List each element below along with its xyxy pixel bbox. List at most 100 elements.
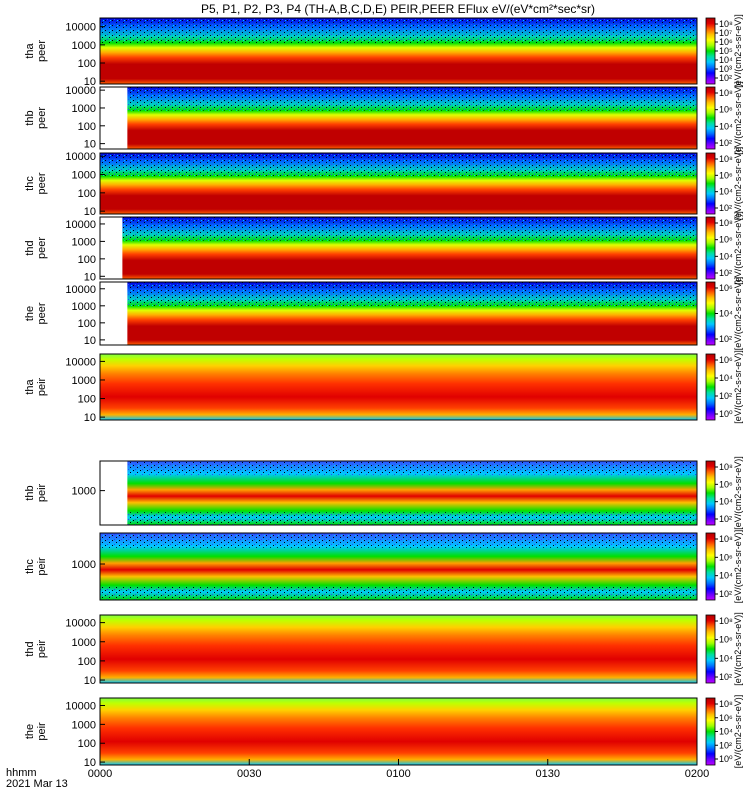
ytick-label: 100 <box>78 188 96 200</box>
colorbar <box>705 353 716 421</box>
cbar-tick-label: 10⁴ <box>719 187 733 197</box>
ytick-label: 100 <box>78 656 96 668</box>
cbar-unit-label: [eV/(cm2-s-sr-eV)] <box>733 350 743 424</box>
cbar-tick-label: 10⁴ <box>719 309 733 319</box>
cbar-tick-label: 10⁶ <box>719 37 733 47</box>
ytick-label: 1000 <box>72 236 96 248</box>
panel-frame <box>99 353 698 421</box>
cbar-tick-label: 10⁶ <box>719 355 733 365</box>
colorbar <box>705 152 716 215</box>
cbar-tick-label: 10² <box>719 589 732 599</box>
panel-frame <box>99 216 698 280</box>
ylabel-line2: peir <box>36 722 48 741</box>
cbar-tick-label: 10⁴ <box>719 727 733 737</box>
cbar-tick-label: 10⁶ <box>719 635 733 645</box>
noise-speckle <box>100 18 697 44</box>
cbar-tick-label: 10² <box>719 268 732 278</box>
xtick-label: 0030 <box>237 768 261 780</box>
ytick-label: 1000 <box>72 170 96 182</box>
ytick-label: 10 <box>84 139 96 151</box>
ytick-label: 1000 <box>72 375 96 387</box>
cbar-unit-label: [eV/(cm2-s-sr-eV)] <box>733 211 743 285</box>
ytick-label: 10 <box>84 271 96 283</box>
ytick-label: 100 <box>78 394 96 406</box>
ylabel-line2: peer <box>36 237 48 259</box>
cbar-unit-label: [eV/(cm2-s-sr-eV)] <box>733 530 743 604</box>
spectrogram-band <box>100 354 697 420</box>
colorbar <box>705 460 716 526</box>
figure-title: P5, P1, P2, P3, P4 (TH-A,B,C,D,E) PEIR,P… <box>201 2 595 16</box>
cbar-unit-label: [eV/(cm2-s-sr-eV)] <box>733 81 743 155</box>
cbar-tick-label: 10⁸ <box>719 88 733 98</box>
cbar-tick-label: 10⁶ <box>719 170 733 180</box>
panel-frame <box>99 532 698 601</box>
xtick-label: 0130 <box>536 768 560 780</box>
ytick-label: 1000 <box>72 486 96 498</box>
ylabel-line1: thb <box>24 485 36 500</box>
panel-thb-peir: 1000 thb peir 10⁸ 10⁶ 10⁴ 10² [eV/(cm2-s-sr-eV)… <box>24 456 743 530</box>
ylabel-line2: peir <box>36 557 48 576</box>
time-axis-label-line2: 2021 Mar 13 <box>6 778 68 790</box>
cbar-tick-label: 10⁰ <box>719 409 733 419</box>
cbar-tick-label: 10⁴ <box>719 121 733 131</box>
ytick-label: 10 <box>84 76 96 88</box>
colorbar <box>705 614 716 684</box>
cbar-tick-label: 10² <box>719 203 732 213</box>
cbar-tick-label: 10⁸ <box>719 534 733 544</box>
ytick-label: 1000 <box>72 719 96 731</box>
panel-thb-peer: 10000 1000 100 10 thb peer 10⁸ 10⁶ 10⁴ 10² [eV/(cm… <box>24 81 743 155</box>
noise-speckle <box>100 533 697 548</box>
ytick-label: 100 <box>78 254 96 266</box>
cbar-unit-label: [eV/(cm2-s-sr-eV)] <box>733 14 743 88</box>
ytick-label: 10000 <box>65 284 96 296</box>
panel-thc-peer: 10000 1000 100 10 thc peer 10⁸ 10⁶ 10⁴ 10² [eV/(cm… <box>24 147 743 221</box>
noise-speckle-low <box>127 512 698 525</box>
ytick-label: 100 <box>78 738 96 750</box>
panel-the-peer: 10000 1000 100 10 the peer 10⁶ 10⁴ 10² [eV/(cm2-s… <box>24 277 743 351</box>
ytick-label: 10 <box>84 757 96 769</box>
ytick-label: 10 <box>84 412 96 424</box>
ylabel-line1: thc <box>24 559 36 574</box>
ytick-label: 10000 <box>65 219 96 231</box>
panel-thd-peer: 10000 1000 100 10 thd peer 10⁸ 10⁶ 10⁴ 10² [eV/(cm… <box>24 211 743 285</box>
ylabel-line1: thc <box>24 176 36 191</box>
cbar-unit-label: [eV/(cm2-s-sr-eV)] <box>733 612 743 686</box>
ylabel-line2: peer <box>36 172 48 194</box>
panel-tha-peer: 10000 1000 100 10 tha peer 10⁸10⁷10⁶10⁵10⁴10³1… <box>24 14 743 88</box>
panel-thc-peir: 1000 thc peir 10⁸ 10⁶ 10⁴ 10² [eV/(cm2-s-sr-eV)… <box>24 530 743 604</box>
noise-speckle <box>122 217 697 241</box>
panel-frame <box>99 281 698 346</box>
ytick-label: 10000 <box>65 701 96 713</box>
ytick-label: 10 <box>84 206 96 218</box>
ytick-label: 1000 <box>72 103 96 115</box>
ylabel-line2: peir <box>36 483 48 502</box>
ylabel-line2: peer <box>36 107 48 129</box>
cbar-tick-label: 10⁸ <box>719 699 733 709</box>
cbar-tick-label: 10⁶ <box>719 235 733 245</box>
cbar-tick-label: 10² <box>719 334 732 344</box>
cbar-unit-label: [eV/(cm2-s-sr-eV)] <box>733 147 743 221</box>
panel-frame <box>99 86 698 150</box>
ytick-label: 1000 <box>72 559 96 571</box>
cbar-tick-label: 10² <box>719 514 732 524</box>
panel-frame <box>99 614 698 684</box>
cbar-tick-label: 10⁸ <box>719 616 733 626</box>
panel-frame <box>99 152 698 215</box>
cbar-tick-label: 10⁸ <box>719 462 733 472</box>
colorbar <box>705 86 716 150</box>
cbar-tick-label: 10⁴ <box>719 373 733 383</box>
cbar-unit-label: [eV/(cm2-s-sr-eV)] <box>733 695 743 769</box>
cbar-tick-label: 10⁴ <box>719 251 733 261</box>
ytick-label: 10 <box>84 675 96 687</box>
cbar-tick-label: 10⁶ <box>719 552 733 562</box>
ytick-label: 100 <box>78 318 96 330</box>
ytick-label: 10000 <box>65 618 96 630</box>
cbar-tick-label: 10⁰ <box>719 754 733 764</box>
cbar-tick-label: 10⁶ <box>719 713 733 723</box>
panel-frame <box>99 460 698 526</box>
cbar-tick-label: 10⁵ <box>719 46 733 56</box>
ylabel-line2: peer <box>36 40 48 62</box>
ytick-label: 10000 <box>65 356 96 368</box>
